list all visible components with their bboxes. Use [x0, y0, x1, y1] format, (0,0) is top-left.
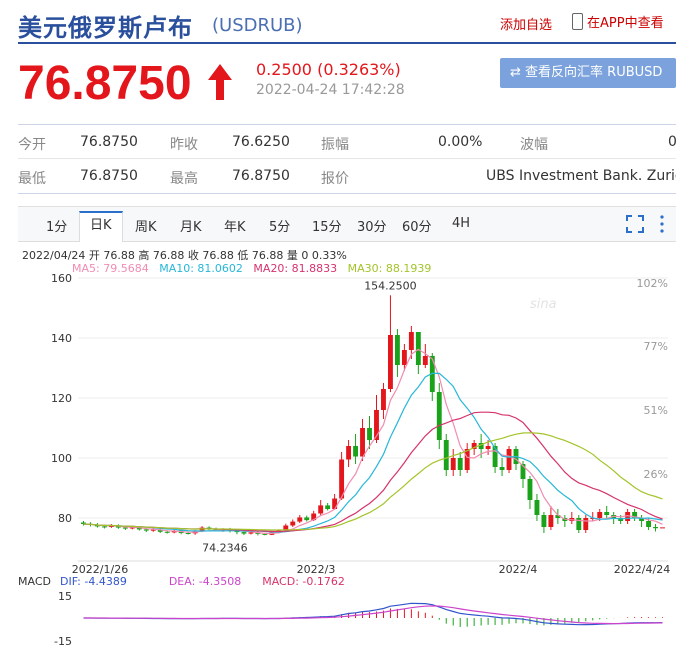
macd-value-legend: MACD: -0.1762	[262, 575, 345, 588]
page-header: 美元俄罗斯卢布 (USDRUB) 添加自选 在APP中查看	[0, 0, 676, 44]
dea-legend: DEA: -4.3508	[168, 575, 242, 588]
stats-table: 今开 76.8750 昨收 76.6250 振幅 0.00% 波幅 0 最低 7…	[18, 124, 676, 194]
ma20-legend: MA20: 81.8833	[253, 262, 338, 275]
prev-close-value: 76.6250	[232, 134, 290, 150]
phone-icon	[572, 13, 583, 30]
low-value: 76.8750	[80, 168, 138, 184]
fullscreen-icon[interactable]	[626, 215, 644, 233]
stats-row: 最低 76.8750 最高 76.8750 报价 UBS Investment …	[18, 159, 676, 192]
prev-close-label: 昨收	[170, 137, 198, 153]
macd-title: MACD	[18, 575, 51, 588]
high-value: 76.8750	[232, 168, 290, 184]
quote-timestamp: 2022-04-24 17:42:28	[256, 82, 405, 98]
kline-chart-panel: 1分 日K 周K 月K 年K 5分 15分 30分 60分 4H 2022/04…	[18, 206, 676, 649]
tab-weekly[interactable]: 周K	[135, 220, 157, 235]
wave-value: 0	[668, 134, 676, 150]
period-tabs: 1分 日K 周K 月K 年K 5分 15分 30分 60分 4H	[18, 207, 676, 242]
wave-label: 波幅	[520, 137, 548, 153]
amplitude-value: 0.00%	[438, 134, 483, 150]
tab-1min[interactable]: 1分	[46, 220, 68, 235]
quote-source-value: UBS Investment Bank. Zurich	[486, 168, 676, 184]
ma5-legend: MA5: 79.5684	[72, 262, 149, 275]
stats-row: 今开 76.8750 昨收 76.6250 振幅 0.00% 波幅 0	[18, 125, 676, 159]
up-arrow-icon	[208, 64, 232, 100]
view-in-app-label: 在APP中查看	[587, 16, 664, 31]
tab-30min[interactable]: 30分	[357, 220, 387, 235]
ma30-legend: MA30: 88.1939	[347, 262, 432, 275]
tab-4h[interactable]: 4H	[452, 216, 471, 231]
more-menu-icon[interactable]	[658, 214, 666, 234]
open-label: 今开	[18, 137, 46, 153]
ma10-legend: MA10: 81.0602	[159, 262, 243, 275]
page-title: 美元俄罗斯卢布	[18, 14, 193, 42]
price-change: 0.2500 (0.3263%)	[256, 60, 401, 79]
symbol-code: (USDRUB)	[212, 15, 303, 36]
tab-monthly[interactable]: 月K	[180, 220, 202, 235]
dif-legend: DIF: -4.4389	[59, 575, 127, 588]
tab-daily[interactable]: 日K	[79, 211, 123, 242]
add-watchlist-button[interactable]: 添加自选	[500, 18, 553, 33]
ohlc-readout: 2022/04/24 开 76.88 高 76.88 收 76.88 低 76.…	[22, 249, 347, 262]
tab-15min[interactable]: 15分	[312, 220, 342, 235]
header-divider	[18, 42, 676, 44]
tab-5min[interactable]: 5分	[269, 220, 291, 235]
open-value: 76.8750	[80, 134, 138, 150]
low-label: 最低	[18, 171, 46, 187]
current-price: 76.8750	[18, 57, 192, 110]
amplitude-label: 振幅	[321, 137, 349, 153]
high-label: 最高	[170, 171, 198, 187]
reverse-rate-button[interactable]: ⇄ 查看反向汇率 RUBUSD	[500, 58, 676, 88]
tab-60min[interactable]: 60分	[402, 220, 432, 235]
quote-source-label: 报价	[321, 171, 349, 187]
macd-legend: MACD DIF: -4.4389 DEA: -4.3508 MACD: -0.…	[18, 575, 345, 588]
ma-legend: MA5: 79.5684 MA10: 81.0602 MA20: 81.8833…	[72, 262, 431, 275]
view-in-app-button[interactable]: 在APP中查看	[572, 12, 664, 31]
tab-yearly[interactable]: 年K	[224, 220, 246, 235]
